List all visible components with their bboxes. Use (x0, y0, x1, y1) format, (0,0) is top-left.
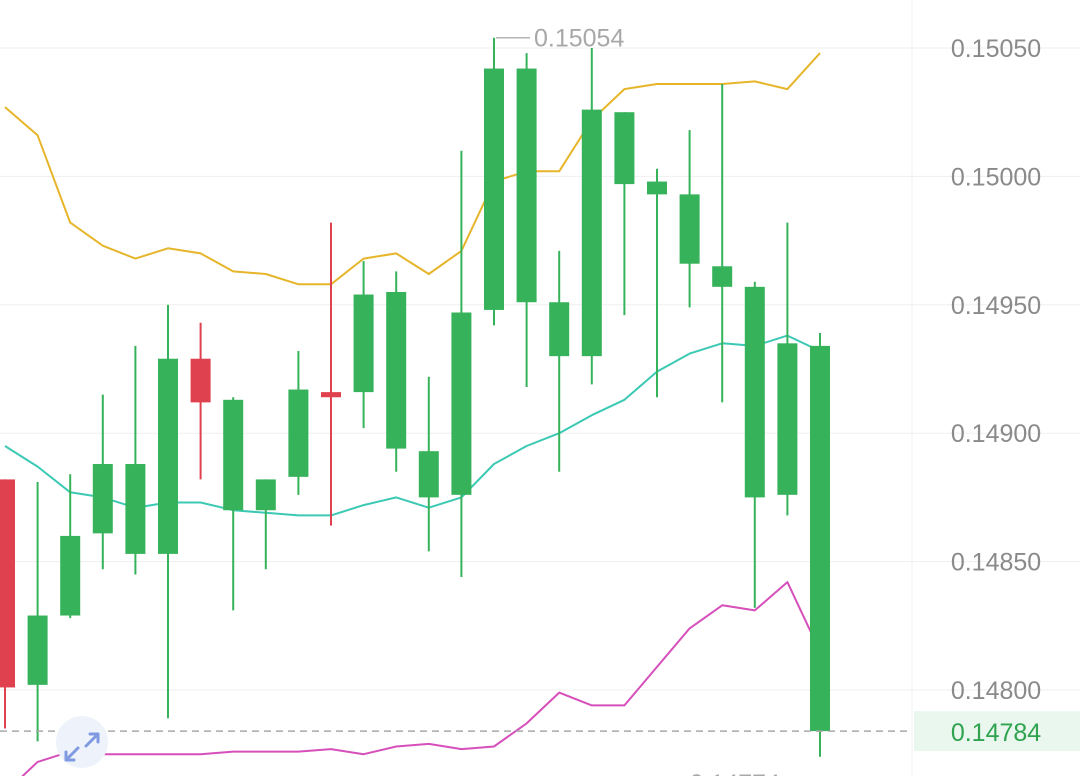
candle-body (0, 479, 15, 688)
candle-body (27, 615, 48, 685)
candle (255, 479, 276, 570)
candle-body (484, 68, 504, 310)
candle (92, 394, 113, 570)
candle-body (516, 68, 537, 303)
candle-body (647, 181, 667, 195)
last-price-label: 0.14784 (951, 719, 1041, 747)
candle-body (125, 464, 146, 554)
candle (712, 83, 733, 403)
candle-body (418, 451, 439, 498)
expand-arrows-icon[interactable] (56, 716, 108, 768)
candle-body (386, 291, 407, 449)
candle (190, 322, 211, 480)
candle (451, 150, 472, 578)
candle-body (288, 389, 309, 477)
candle-body (712, 266, 733, 287)
candle (0, 479, 15, 729)
candle (549, 250, 570, 472)
upper-band-line (4, 52, 821, 286)
candle (27, 481, 48, 742)
candle (288, 351, 309, 495)
candle-body (158, 358, 178, 554)
candle (418, 376, 439, 552)
candle-body (581, 109, 602, 357)
candle-body (223, 399, 244, 511)
candle-body (353, 294, 374, 393)
candle-body (60, 535, 81, 616)
high-marker-label: 0.15054 (534, 25, 624, 53)
y-tick-label: 0.14850 (951, 549, 1041, 577)
low-marker-label: 0.14774 (690, 770, 780, 776)
bollinger-bands (4, 52, 821, 781)
candle (679, 130, 700, 308)
candle-body (744, 286, 765, 498)
candle (321, 222, 341, 526)
y-tick-label: 0.14950 (951, 292, 1041, 320)
lower-band-line (15, 581, 821, 781)
candle-body (549, 302, 570, 357)
candle (60, 474, 81, 619)
candle-body (679, 194, 700, 264)
candle (223, 397, 244, 611)
candle-body (92, 464, 113, 534)
candle (581, 48, 602, 385)
candle-body (190, 358, 211, 403)
candle (353, 261, 374, 429)
candle (647, 168, 667, 398)
candle (744, 281, 765, 608)
price-axis: 0.15050 0.15000 0.14950 0.14900 0.14850 0.148… (951, 35, 1041, 705)
candle (810, 333, 830, 757)
y-tick-label: 0.15000 (951, 163, 1041, 191)
candle (614, 112, 635, 316)
candle (125, 345, 146, 575)
price-markers: 0.15054 0.14774 0.14784 (0, 25, 1080, 781)
candle-body (321, 392, 341, 398)
candle-body (614, 112, 635, 185)
candle-body (451, 312, 472, 495)
y-tick-label: 0.15050 (951, 35, 1041, 63)
candle (158, 304, 178, 719)
candle-body (255, 479, 276, 511)
last-price-badge (914, 711, 1080, 752)
candle (777, 222, 798, 516)
candle-body (810, 345, 830, 732)
candle (484, 37, 504, 326)
candle (516, 53, 537, 387)
y-tick-label: 0.14800 (951, 677, 1041, 705)
candles (0, 37, 830, 757)
candle-body (777, 343, 798, 495)
candle (386, 271, 407, 472)
y-tick-label: 0.14900 (951, 420, 1041, 448)
